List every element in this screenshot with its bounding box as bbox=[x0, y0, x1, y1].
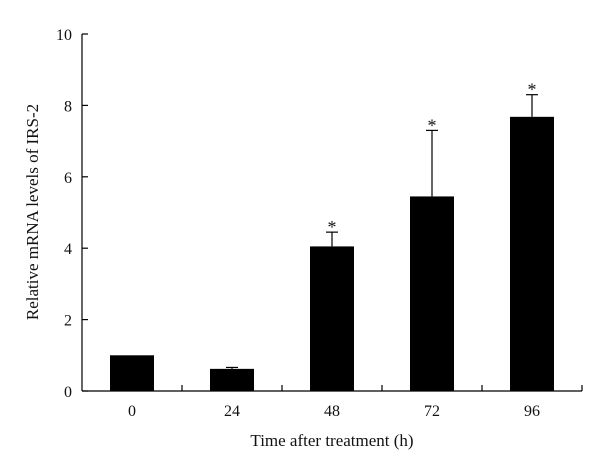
bar-96h bbox=[510, 116, 554, 391]
y-ticks: 0 2 4 6 8 10 bbox=[56, 27, 88, 401]
y-tick-label: 10 bbox=[56, 27, 72, 44]
y-tick-label: 8 bbox=[64, 98, 72, 115]
significance-star-96h: * bbox=[528, 80, 537, 100]
x-tick-label: 0 bbox=[128, 403, 136, 420]
y-tick-label: 2 bbox=[64, 313, 72, 330]
y-tick-label: 4 bbox=[64, 241, 72, 258]
bar-24h bbox=[210, 368, 254, 391]
bars bbox=[110, 116, 554, 391]
x-tick-label: 96 bbox=[524, 403, 540, 420]
x-tick-label: 48 bbox=[324, 403, 340, 420]
error-bars bbox=[226, 94, 538, 369]
bar-48h bbox=[310, 246, 354, 391]
y-tick-label: 6 bbox=[64, 170, 72, 187]
x-tick-label: 24 bbox=[224, 403, 240, 420]
y-axis-title: Relative mRNA levels of IRS-2 bbox=[23, 104, 42, 320]
significance-star-48h: * bbox=[328, 217, 337, 237]
x-tick-label: 72 bbox=[424, 403, 440, 420]
significance-star-72h: * bbox=[428, 115, 437, 135]
bar-72h bbox=[410, 196, 454, 391]
x-axis-title: Time after treatment (h) bbox=[250, 431, 413, 450]
significance-markers: * * * bbox=[328, 80, 537, 237]
bar-0h bbox=[110, 355, 154, 391]
x-ticks: 0 24 48 72 96 bbox=[128, 385, 583, 420]
y-tick-label: 0 bbox=[64, 384, 72, 401]
